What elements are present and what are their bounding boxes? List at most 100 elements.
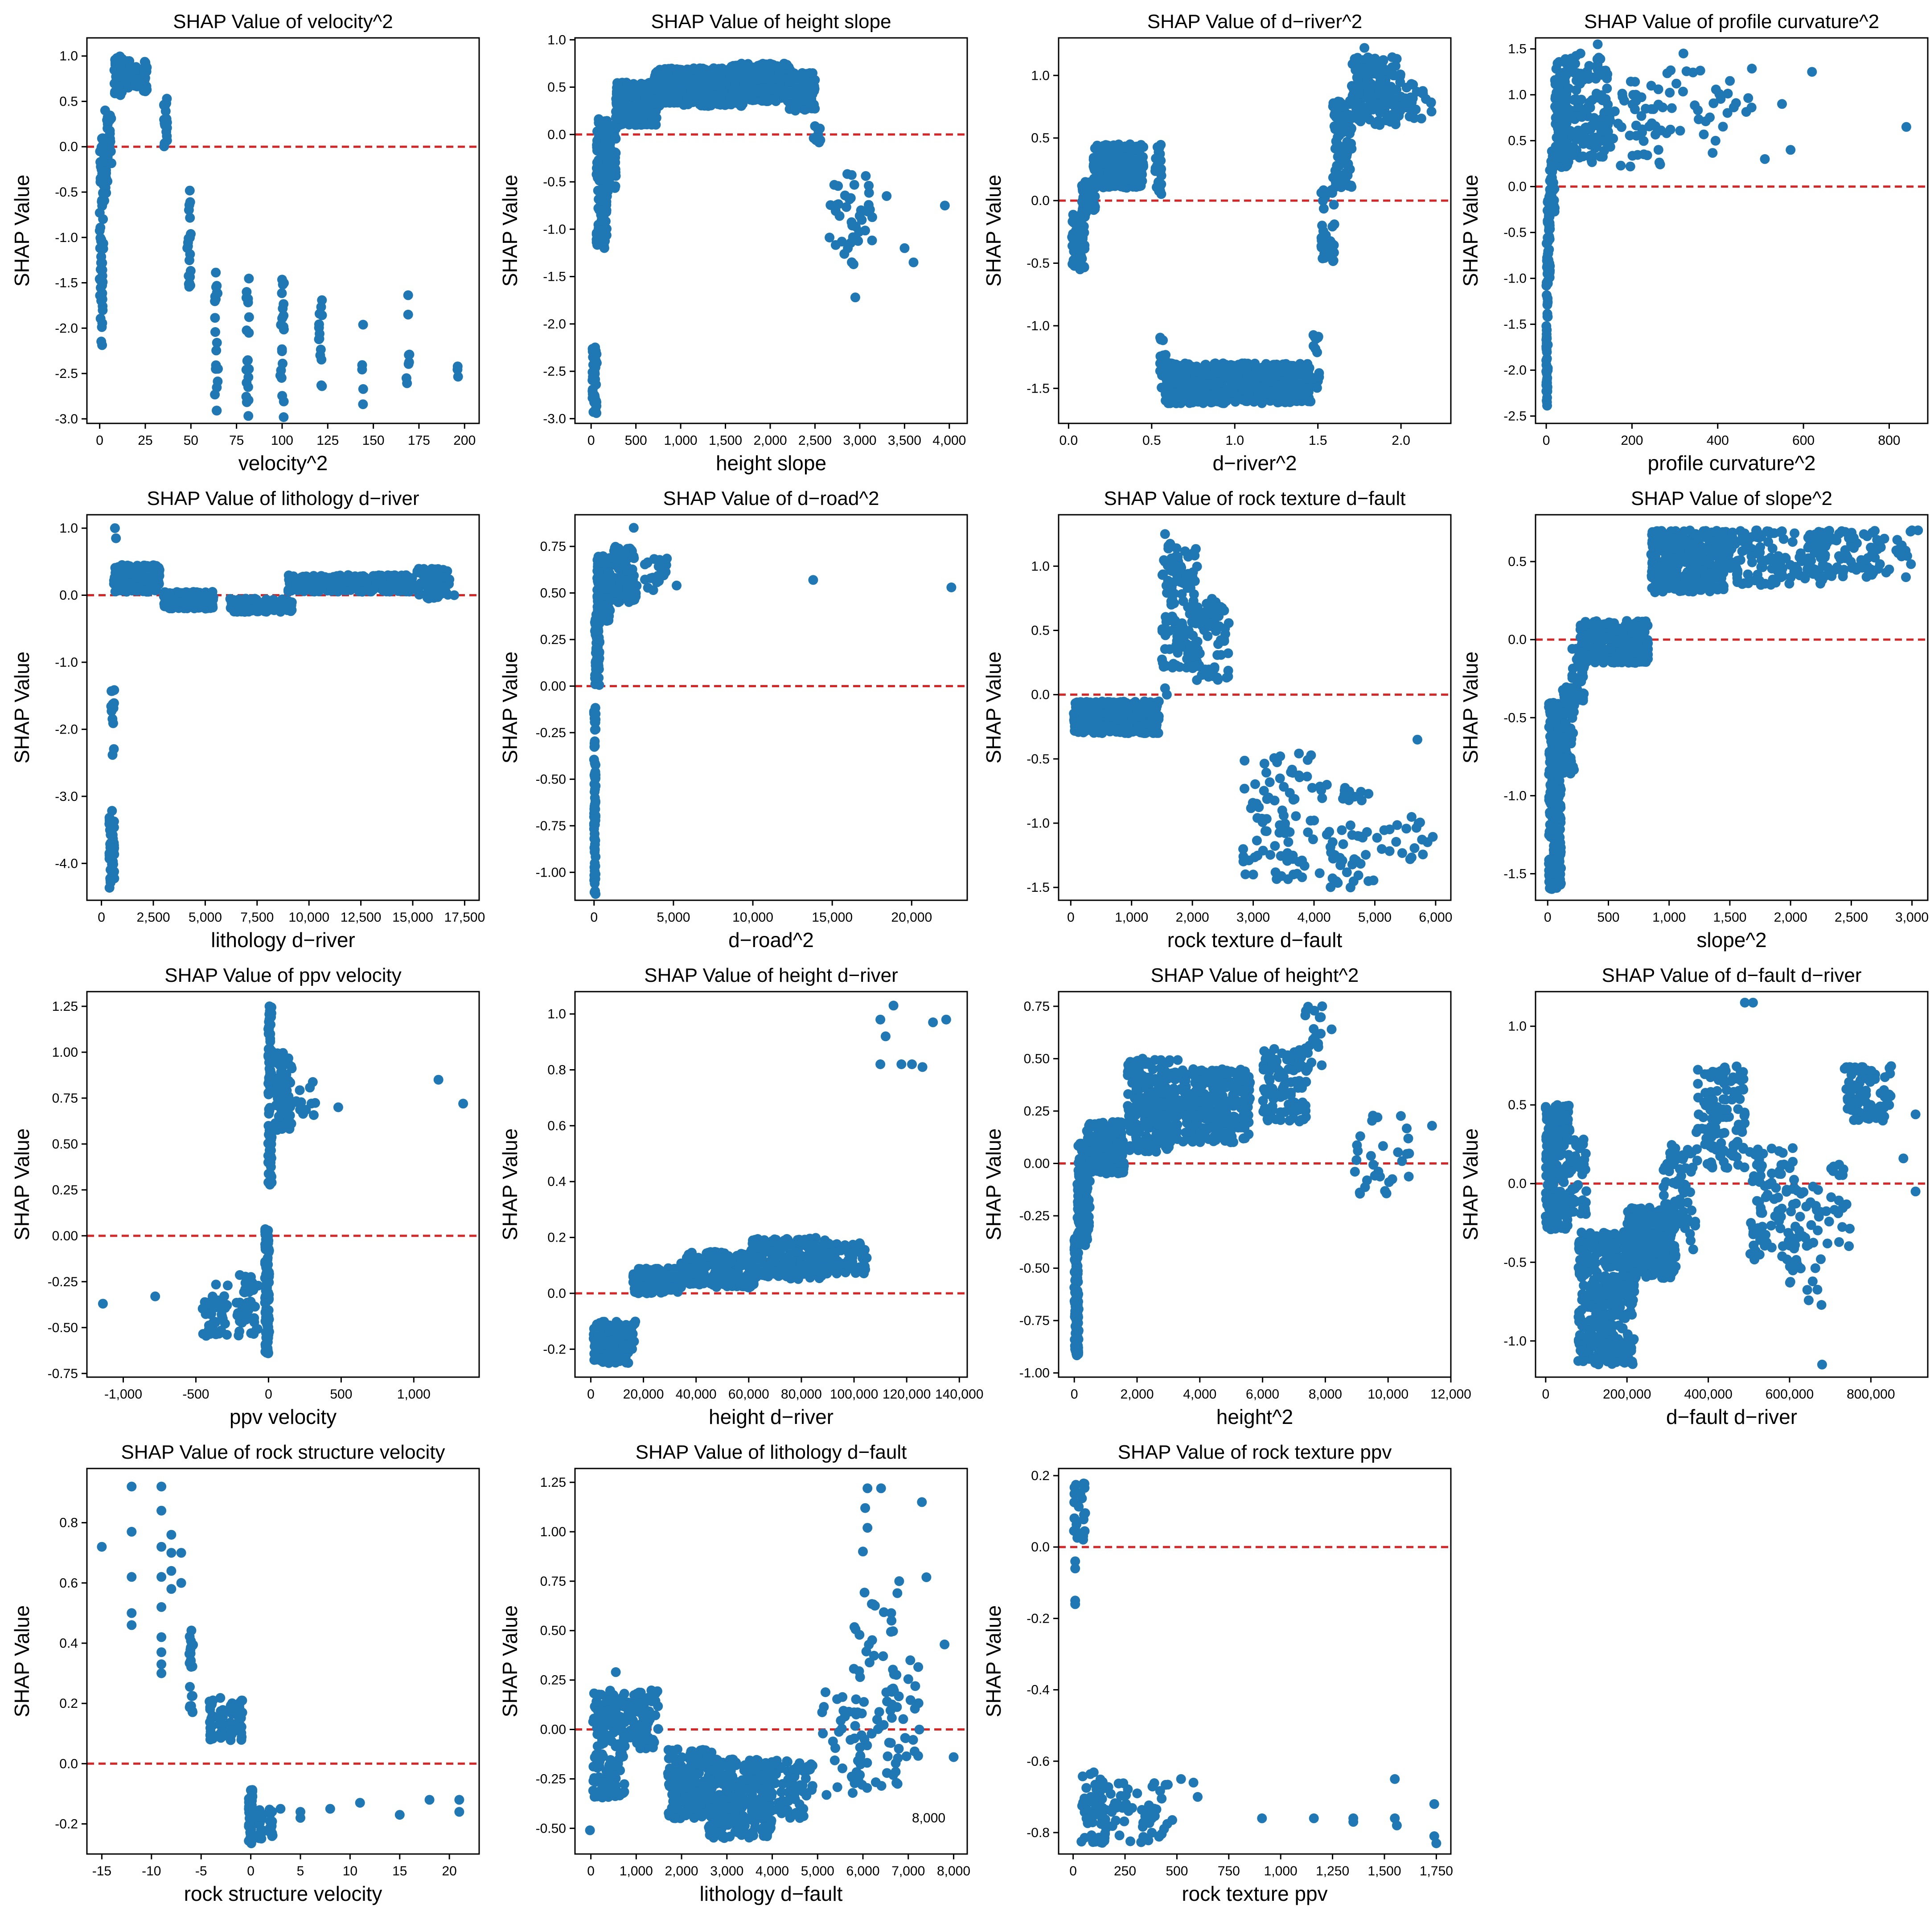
data-point: [1151, 153, 1161, 164]
subplot-title: SHAP Value of velocity^2: [173, 11, 393, 33]
data-point: [1109, 156, 1119, 167]
data-point: [587, 385, 598, 394]
x-tick-label: 5,000: [189, 910, 222, 925]
data-point: [695, 76, 706, 86]
data-point: [1602, 83, 1612, 94]
data-point: [1729, 102, 1739, 112]
data-point: [786, 72, 797, 82]
x-tick-label: 150: [362, 433, 385, 448]
data-point: [1209, 359, 1220, 369]
x-axis-label: lithology d−river: [211, 928, 355, 952]
x-tick-label: 125: [316, 433, 339, 448]
data-point: [1550, 79, 1560, 90]
data-point: [590, 814, 600, 824]
x-axis-label: velocity^2: [238, 451, 328, 475]
data-point: [784, 104, 795, 114]
data-point: [1581, 122, 1591, 132]
data-point: [1366, 55, 1376, 66]
x-tick-label: 0: [98, 910, 105, 925]
data-point: [1631, 90, 1642, 100]
data-point: [98, 305, 108, 316]
data-point: [1548, 201, 1559, 211]
data-point: [185, 255, 194, 265]
data-point: [243, 411, 254, 421]
data-point: [1400, 100, 1410, 110]
data-point: [317, 381, 327, 391]
data-point: [100, 105, 110, 115]
data-point: [1637, 127, 1647, 138]
data-point: [596, 233, 607, 243]
data-point: [908, 257, 919, 267]
data-point: [1585, 103, 1595, 113]
data-point: [1335, 97, 1345, 107]
data-point: [672, 93, 682, 103]
data-point: [1665, 87, 1675, 98]
data-point: [278, 279, 288, 290]
data-point: [610, 132, 620, 143]
data-point: [1199, 385, 1210, 395]
data-point: [276, 373, 287, 383]
data-point: [733, 91, 743, 102]
data-point: [1572, 94, 1582, 105]
data-point: [1150, 166, 1160, 176]
x-tick-label: 75: [229, 433, 244, 448]
data-point: [403, 359, 414, 369]
subplot-title: SHAP Value of d−river^2: [1147, 11, 1363, 33]
subplot-title: SHAP Value of profile curvature^2: [1584, 11, 1879, 33]
data-point: [108, 859, 118, 870]
data-point: [1300, 395, 1310, 405]
data-point: [590, 866, 600, 876]
data-point: [1077, 207, 1087, 217]
data-point: [115, 575, 125, 586]
data-point: [278, 358, 287, 369]
data-point: [94, 208, 105, 218]
data-point: [286, 575, 296, 585]
data-point: [1330, 144, 1340, 154]
data-point: [1109, 146, 1120, 156]
data-point: [1570, 58, 1580, 69]
y-tick-label: 0.0: [547, 127, 566, 142]
data-point: [839, 249, 850, 259]
data-point: [1375, 108, 1385, 118]
data-point: [311, 584, 321, 594]
data-point: [185, 185, 195, 196]
y-tick-label: 0.0: [59, 588, 78, 603]
data-point: [1260, 367, 1270, 377]
data-point: [590, 710, 600, 720]
x-tick-label: 4,000: [932, 433, 966, 448]
y-tick-label: -2.5: [1503, 409, 1527, 424]
data-point: [1678, 49, 1688, 58]
x-tick-label: 2,500: [798, 433, 832, 448]
data-point: [864, 180, 874, 191]
data-point: [731, 80, 741, 90]
y-tick-label: -1.5: [55, 276, 78, 291]
x-tick-label: 200: [453, 433, 476, 448]
data-point: [1362, 110, 1372, 120]
data-point: [815, 135, 825, 145]
data-point: [98, 188, 108, 198]
data-point: [430, 589, 440, 599]
data-point: [284, 584, 295, 594]
data-point: [792, 85, 802, 95]
data-point: [1618, 92, 1628, 102]
data-point: [1544, 267, 1555, 277]
data-point: [108, 718, 118, 728]
data-point: [656, 84, 666, 94]
x-tick-label: 1,000: [664, 433, 698, 448]
data-point: [314, 323, 324, 333]
plot-frame: [86, 37, 480, 424]
data-point: [342, 577, 352, 587]
data-point: [1337, 127, 1347, 138]
y-tick-label: -0.5: [1503, 226, 1527, 240]
data-point: [108, 699, 118, 709]
y-tick-label: -1.0: [55, 230, 78, 245]
data-point: [358, 384, 368, 394]
data-point: [317, 310, 327, 320]
data-point: [1416, 113, 1426, 123]
data-point: [1639, 149, 1649, 160]
data-point: [1807, 67, 1817, 77]
y-tick-label: 0.0: [1508, 180, 1527, 194]
data-point: [175, 597, 185, 607]
x-tick-label: 1,500: [709, 433, 742, 448]
y-tick-label: -1.5: [543, 270, 566, 284]
